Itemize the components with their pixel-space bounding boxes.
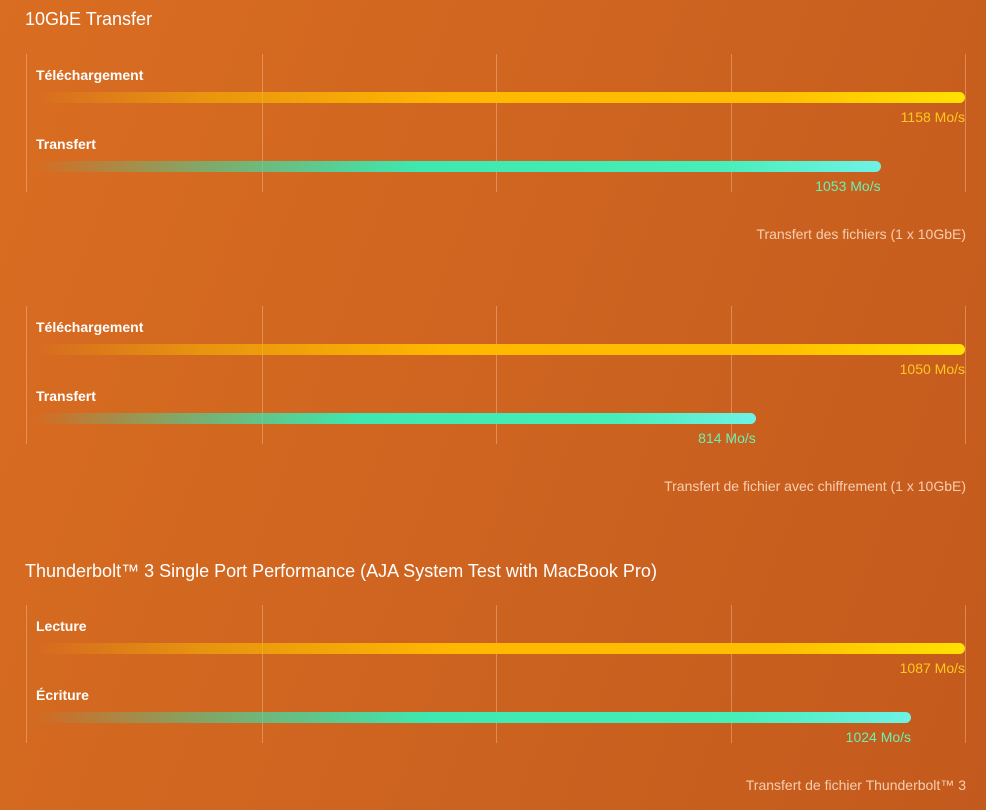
gridline <box>262 306 263 444</box>
gridline <box>262 605 263 743</box>
bar-label-transfer: Transfert <box>36 388 96 404</box>
gridline <box>965 306 966 444</box>
bar-label-download: Téléchargement <box>36 67 144 83</box>
gridline <box>496 54 497 192</box>
chart-encrypted-transfer: Téléchargement 1050 Mo/s Transfert 814 M… <box>26 306 966 446</box>
bar-read <box>34 643 965 654</box>
gridline <box>262 54 263 192</box>
bar-value-download: 1050 Mo/s <box>899 361 965 377</box>
section-title-10gbe: 10GbE Transfer <box>25 9 153 29</box>
gridline <box>26 54 27 192</box>
bar-download <box>34 344 965 355</box>
gridline <box>965 54 966 192</box>
bar-write <box>34 712 912 723</box>
bar-value-download: 1158 Mo/s <box>900 109 965 125</box>
chart-caption-10gbe: Transfert des fichiers (1 x 10GbE) <box>756 226 966 242</box>
bar-label-download: Téléchargement <box>36 319 144 335</box>
bar-transfer <box>34 413 756 424</box>
bar-value-read: 1087 Mo/s <box>899 660 965 676</box>
gridline <box>26 605 27 743</box>
chart-thunderbolt: Lecture 1087 Mo/s Écriture 1024 Mo/s <box>26 605 966 745</box>
bar-download <box>34 92 965 103</box>
bar-transfer <box>34 161 881 172</box>
gridline <box>731 306 732 444</box>
bar-label-transfer: Transfert <box>36 136 96 152</box>
section-title-thunderbolt: Thunderbolt™ 3 Single Port Performance (… <box>25 561 657 581</box>
bar-value-write: 1024 Mo/s <box>845 729 912 745</box>
gridline <box>26 306 27 444</box>
bar-value-transfer: 814 Mo/s <box>698 430 756 446</box>
chart-caption-thunderbolt: Transfert de fichier Thunderbolt™ 3 <box>745 777 966 793</box>
gridline <box>496 605 497 743</box>
gridline <box>731 54 732 192</box>
bar-label-write: Écriture <box>36 687 89 703</box>
gridline <box>496 306 497 444</box>
chart-caption-encrypted: Transfert de fichier avec chiffrement (1… <box>664 478 966 494</box>
gridline <box>965 605 966 743</box>
bar-label-read: Lecture <box>36 618 87 634</box>
bar-value-transfer: 1053 Mo/s <box>815 178 881 194</box>
gridline <box>731 605 732 743</box>
chart-10gbe-transfer: Téléchargement 1158 Mo/s Transfert 1053 … <box>26 54 966 194</box>
